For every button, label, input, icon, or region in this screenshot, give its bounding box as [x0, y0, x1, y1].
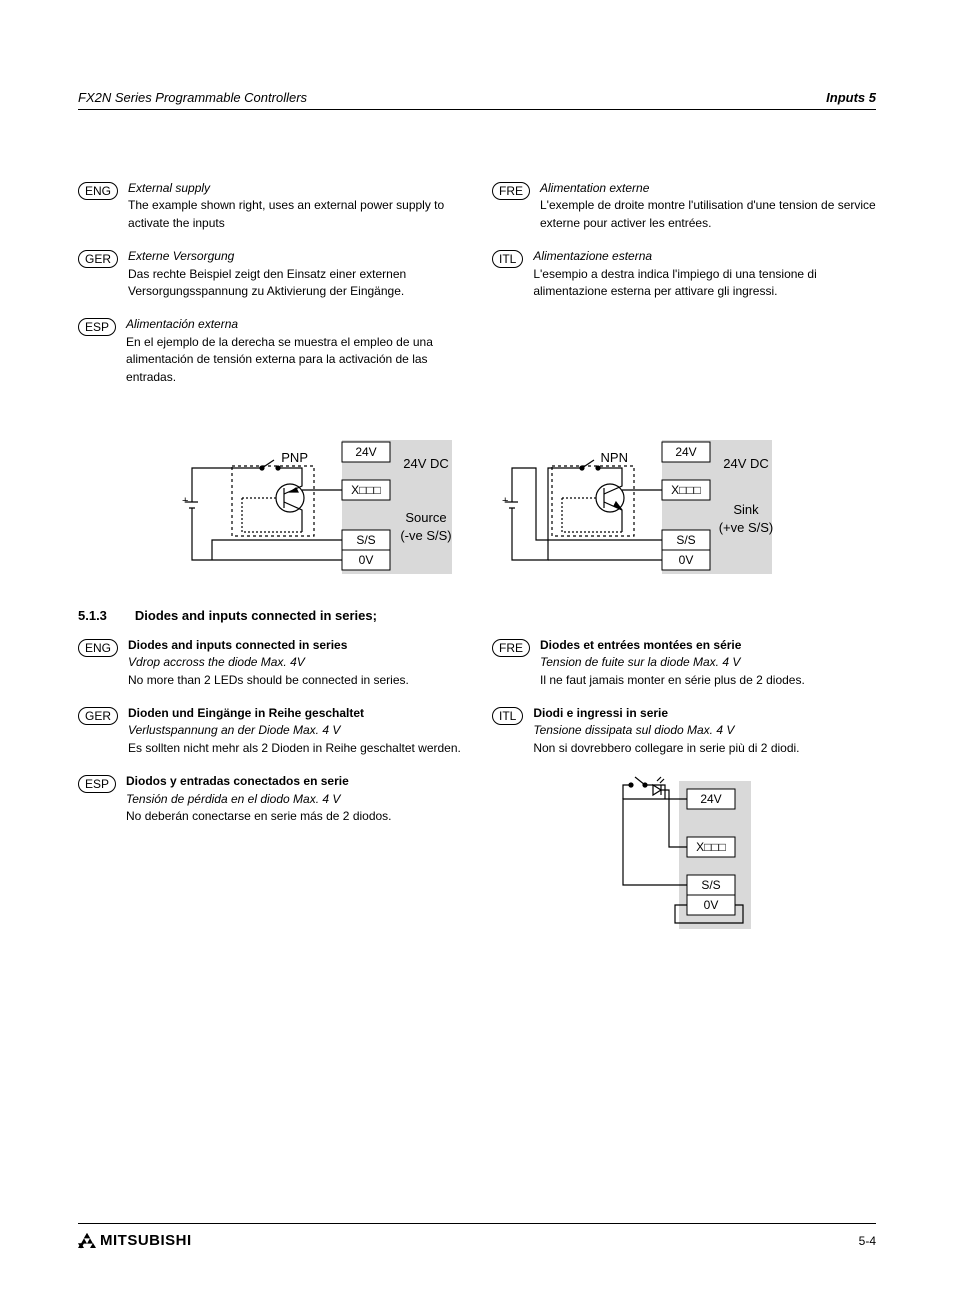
lang-badge-fre: FRE	[492, 182, 530, 200]
lang-badge-ger: GER	[78, 250, 118, 268]
diodes-itl-sub: Tensione dissipata sul diodo Max. 4 V	[533, 722, 799, 739]
lang-badge-itl: ITL	[492, 250, 523, 268]
diodes-eng-title: Diodes and inputs connected in series	[128, 637, 409, 654]
supply-esp: ESP Alimentación externa En el ejemplo d…	[78, 316, 462, 386]
lang-badge-itl2: ITL	[492, 707, 523, 725]
svg-text:S/S: S/S	[701, 878, 720, 892]
lang-badge-ger2: GER	[78, 707, 118, 725]
svg-text:Source: Source	[405, 510, 446, 525]
supply-eng: ENG External supply The example shown ri…	[78, 180, 462, 232]
diodes-ger-body: Es sollten nicht mehr als 2 Dioden in Re…	[128, 740, 461, 757]
supply-eng-title: External supply	[128, 180, 462, 197]
svg-text:X□□□: X□□□	[671, 483, 701, 497]
svg-text:(+ve S/S): (+ve S/S)	[719, 520, 774, 535]
diodes-esp: ESP Diodos y entradas conectados en seri…	[78, 773, 462, 825]
svg-text:(-ve S/S): (-ve S/S)	[400, 528, 451, 543]
page-header: FX2N Series Programmable Controllers Inp…	[78, 90, 876, 110]
svg-text:X□□□: X□□□	[351, 483, 381, 497]
supply-esp-title: Alimentación externa	[126, 316, 462, 333]
diodes-fre-body: Il ne faut jamais monter en série plus d…	[540, 672, 805, 689]
supply-columns: ENG External supply The example shown ri…	[78, 180, 876, 402]
header-left: FX2N Series Programmable Controllers	[78, 90, 307, 105]
diodes-esp-body: No deberán conectarse en serie más de 2 …	[126, 808, 392, 825]
supply-ger: GER Externe Versorgung Das rechte Beispi…	[78, 248, 462, 300]
svg-text:24V: 24V	[675, 445, 696, 459]
diodes-itl: ITL Diodi e ingressi in serie Tensione d…	[492, 705, 876, 757]
svg-text:S/S: S/S	[356, 533, 375, 547]
diodes-eng: ENG Diodes and inputs connected in serie…	[78, 637, 462, 689]
supply-ger-body: Das rechte Beispiel zeigt den Einsatz ei…	[128, 266, 462, 301]
diodes-esp-title: Diodos y entradas conectados en serie	[126, 773, 392, 790]
diodes-eng-body: No more than 2 LEDs should be connected …	[128, 672, 409, 689]
supply-diagrams: 24V X□□□ S/S 0V 24V DC Source (-ve S/S) …	[78, 432, 876, 582]
supply-itl: ITL Alimentazione esterna L'esempio a de…	[492, 248, 876, 300]
supply-itl-title: Alimentazione esterna	[533, 248, 876, 265]
diodes-fre-title: Diodes et entrées montées en série	[540, 637, 805, 654]
diodes-columns: ENG Diodes and inputs connected in serie…	[78, 637, 876, 935]
lang-badge-esp2: ESP	[78, 775, 116, 793]
diodes-itl-body: Non si dovrebbero collegare in serie più…	[533, 740, 799, 757]
diodes-ger-title: Dioden und Eingänge in Reihe geschaltet	[128, 705, 461, 722]
svg-text:+: +	[502, 495, 508, 507]
svg-text:PNP: PNP	[281, 450, 308, 465]
svg-text:24V DC: 24V DC	[403, 456, 449, 471]
svg-text:0V: 0V	[359, 553, 374, 567]
diodes-ger-sub: Verlustspannung an der Diode Max. 4 V	[128, 722, 461, 739]
svg-text:Sink: Sink	[733, 502, 759, 517]
supply-esp-body: En el ejemplo de la derecha se muestra e…	[126, 334, 462, 386]
svg-text:+: +	[182, 495, 188, 507]
diodes-eng-sub: Vdrop accross the diode Max. 4V	[128, 654, 409, 671]
supply-fre-body: L'exemple de droite montre l'utilisation…	[540, 197, 876, 232]
diodes-esp-sub: Tensión de pérdida en el diodo Max. 4 V	[126, 791, 392, 808]
brand-name: MITSUBISHI	[100, 1232, 192, 1249]
header-right: Inputs 5	[826, 90, 876, 105]
page-footer: MITSUBISHI 5-4	[78, 1223, 876, 1249]
supply-ger-title: Externe Versorgung	[128, 248, 462, 265]
lang-badge-eng: ENG	[78, 182, 118, 200]
svg-text:S/S: S/S	[676, 533, 695, 547]
brand-logo: MITSUBISHI	[78, 1232, 192, 1249]
svg-text:X□□□: X□□□	[696, 840, 726, 854]
supply-fre: FRE Alimentation externe L'exemple de dr…	[492, 180, 876, 232]
npn-circuit-diagram: 24V X□□□ S/S 0V 24V DC Sink (+ve S/S) NP…	[492, 432, 782, 582]
svg-text:0V: 0V	[679, 553, 694, 567]
svg-text:24V: 24V	[355, 445, 376, 459]
diodes-fre: FRE Diodes et entrées montées en série T…	[492, 637, 876, 689]
svg-text:0V: 0V	[704, 898, 719, 912]
lang-badge-fre2: FRE	[492, 639, 530, 657]
svg-text:NPN: NPN	[601, 450, 628, 465]
svg-text:24V DC: 24V DC	[723, 456, 769, 471]
diodes-itl-title: Diodi e ingressi in serie	[533, 705, 799, 722]
lang-badge-esp: ESP	[78, 318, 116, 336]
svg-text:24V: 24V	[700, 792, 721, 806]
lang-badge-eng2: ENG	[78, 639, 118, 657]
supply-itl-body: L'esempio a destra indica l'impiego di u…	[533, 266, 876, 301]
diodes-ger: GER Dioden und Eingänge in Reihe geschal…	[78, 705, 462, 757]
section-title: Diodes and inputs connected in series;	[135, 608, 876, 623]
diode-circuit-diagram: 24V X□□□ S/S 0V	[609, 775, 759, 935]
pnp-circuit-diagram: 24V X□□□ S/S 0V 24V DC Source (-ve S/S) …	[172, 432, 462, 582]
mitsubishi-icon	[78, 1233, 96, 1249]
page-number: 5-4	[859, 1234, 876, 1248]
supply-fre-title: Alimentation externe	[540, 180, 876, 197]
section-number: 5.1.3	[78, 608, 107, 623]
diodes-fre-sub: Tension de fuite sur la diode Max. 4 V	[540, 654, 805, 671]
supply-eng-body: The example shown right, uses an externa…	[128, 197, 462, 232]
section-heading: 5.1.3 Diodes and inputs connected in ser…	[78, 608, 876, 623]
